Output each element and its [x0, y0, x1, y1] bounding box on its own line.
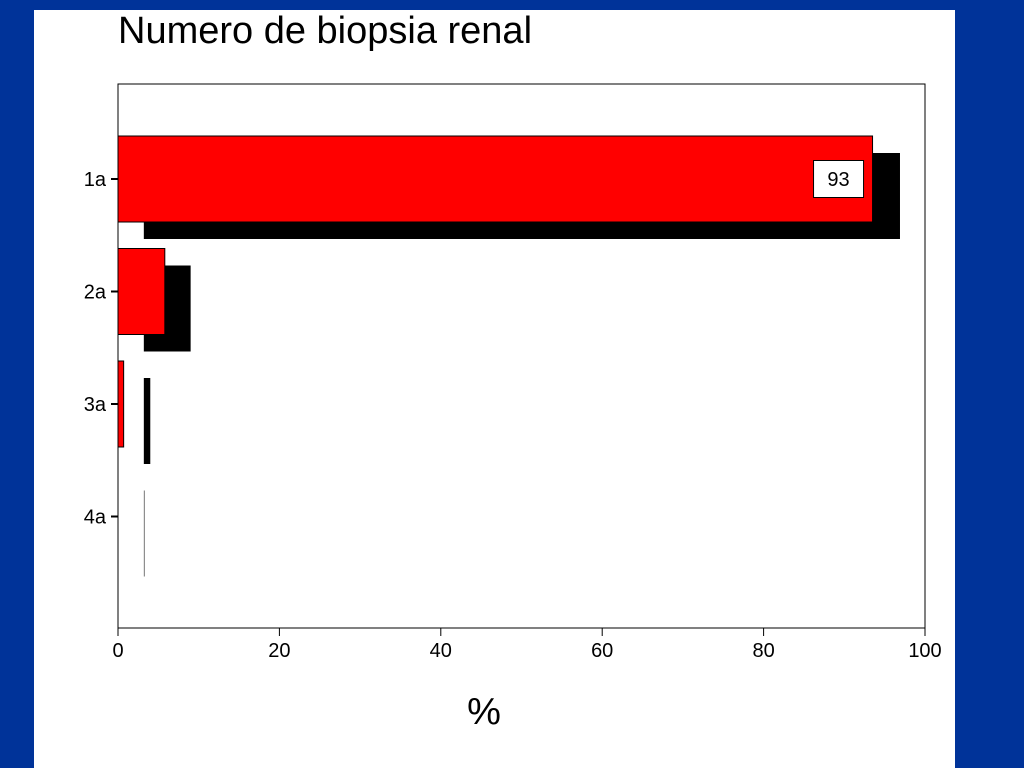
bar-2a	[117, 248, 166, 335]
bar-1a	[117, 135, 874, 223]
data-label-box	[813, 160, 865, 198]
y-tick-label-1a: 1a	[84, 169, 107, 191]
x-tick-label-60: 60	[591, 640, 613, 662]
x-tick-label-100: 100	[908, 640, 941, 662]
data-label-text: 93	[827, 169, 849, 191]
x-axis-title: %	[467, 691, 501, 733]
bar-3a	[117, 360, 125, 448]
x-tick-label-80: 80	[752, 640, 774, 662]
plot-area-frame	[117, 83, 926, 629]
shadow-bar-3a	[143, 378, 151, 464]
x-tick-label-0: 0	[112, 640, 123, 662]
main-bars	[117, 135, 874, 448]
y-tick-label-2a: 2a	[84, 282, 107, 304]
y-tick-label-4a: 4a	[84, 507, 107, 529]
data-labels: 93	[813, 160, 865, 198]
x-tick-label-40: 40	[430, 640, 452, 662]
x-axis: 0 20 40 60 80 100	[112, 628, 942, 662]
data-label-1a: 93	[813, 160, 865, 198]
y-axis: 1a 2a 3a 4a	[84, 169, 118, 529]
x-tick-label-20: 20	[268, 640, 290, 662]
y-tick-label-3a: 3a	[84, 394, 107, 416]
chart-title: Numero de biopsia renal	[118, 10, 533, 52]
shadow-bar-4a	[143, 490, 145, 577]
